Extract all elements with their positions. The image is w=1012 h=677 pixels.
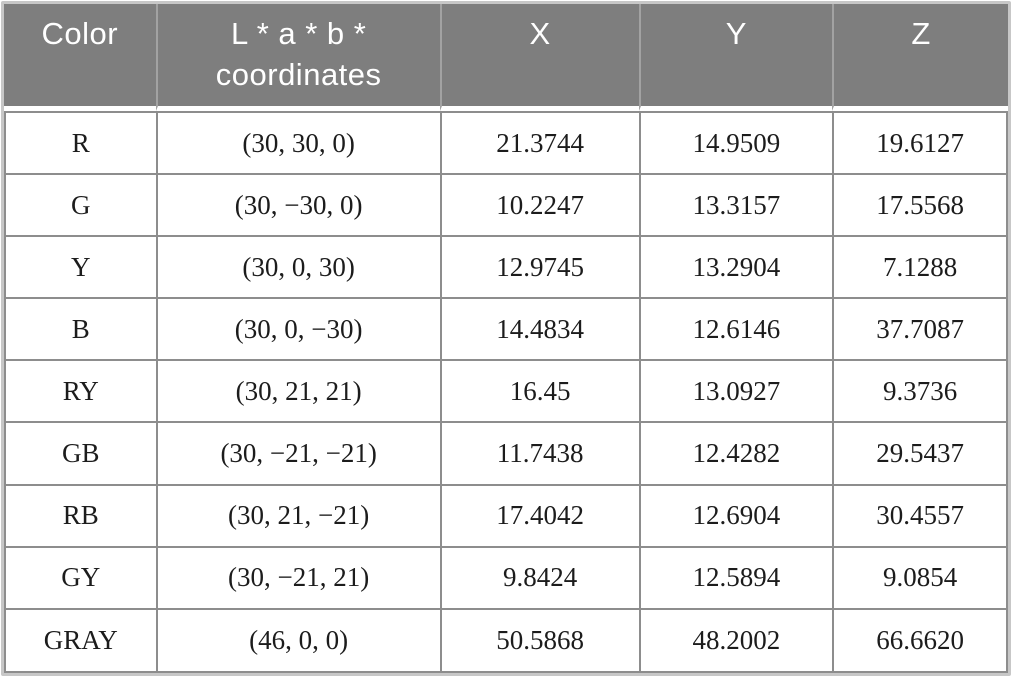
cell-lab-coordinates: (30, −21, 21) (155, 545, 440, 608)
cell-x: 16.45 (439, 359, 639, 422)
cell-color: RB (4, 483, 156, 546)
table-row: GB (30, −21, −21) 11.7438 12.4282 29.5437 (4, 421, 1008, 484)
cell-color: GB (4, 421, 156, 484)
table-row: B (30, 0, −30) 14.4834 12.6146 37.7087 (4, 297, 1008, 360)
cell-y: 12.6146 (638, 297, 833, 360)
cell-x: 17.4042 (439, 483, 639, 546)
cell-lab-coordinates: (30, 30, 0) (155, 111, 440, 174)
cell-z: 37.7087 (832, 297, 1008, 360)
cell-z: 17.5568 (832, 173, 1008, 236)
col-header-color: Color (4, 4, 156, 111)
cell-color: Y (4, 235, 156, 298)
col-header-x: X (439, 4, 639, 111)
cell-z: 7.1288 (832, 235, 1008, 298)
cell-x: 12.9745 (439, 235, 639, 298)
cell-color: G (4, 173, 156, 236)
cell-y: 13.3157 (638, 173, 833, 236)
cell-lab-coordinates: (30, 21, −21) (155, 483, 440, 546)
cell-z: 29.5437 (832, 421, 1008, 484)
cell-y: 14.9509 (638, 111, 833, 174)
table-row: R (30, 30, 0) 21.3744 14.9509 19.6127 (4, 111, 1008, 174)
cell-lab-coordinates: (30, 21, 21) (155, 359, 440, 422)
cell-z: 9.3736 (832, 359, 1008, 422)
header-row: Color L * a * b * coordinates X Y Z (4, 4, 1008, 111)
cell-color: RY (4, 359, 156, 422)
cell-x: 11.7438 (439, 421, 639, 484)
cell-color: B (4, 297, 156, 360)
cell-z: 30.4557 (832, 483, 1008, 546)
cell-lab-coordinates: (30, 0, −30) (155, 297, 440, 360)
table-row: G (30, −30, 0) 10.2247 13.3157 17.5568 (4, 173, 1008, 236)
table-row: RB (30, 21, −21) 17.4042 12.6904 30.4557 (4, 483, 1008, 546)
cell-y: 12.5894 (638, 545, 833, 608)
col-header-z: Z (832, 4, 1008, 111)
cell-lab-coordinates: (30, 0, 30) (155, 235, 440, 298)
cell-color: GY (4, 545, 156, 608)
col-header-lab-coordinates: L * a * b * coordinates (155, 4, 440, 111)
cell-color: GRAY (4, 607, 156, 673)
lab-xyz-table: Color L * a * b * coordinates X Y Z R (30… (4, 4, 1008, 673)
cell-y: 13.0927 (638, 359, 833, 422)
cell-z: 66.6620 (832, 607, 1008, 673)
cell-lab-coordinates: (46, 0, 0) (155, 607, 440, 673)
cell-x: 21.3744 (439, 111, 639, 174)
cell-y: 48.2002 (638, 607, 833, 673)
cell-y: 13.2904 (638, 235, 833, 298)
cell-color: R (4, 111, 156, 174)
table-row: RY (30, 21, 21) 16.45 13.0927 9.3736 (4, 359, 1008, 422)
col-header-y: Y (638, 4, 833, 111)
table-row: Y (30, 0, 30) 12.9745 13.2904 7.1288 (4, 235, 1008, 298)
cell-x: 10.2247 (439, 173, 639, 236)
cell-z: 19.6127 (832, 111, 1008, 174)
cell-z: 9.0854 (832, 545, 1008, 608)
table-body: R (30, 30, 0) 21.3744 14.9509 19.6127 G (30, −… (4, 111, 1008, 673)
cell-x: 9.8424 (439, 545, 639, 608)
table-row: GY (30, −21, 21) 9.8424 12.5894 9.0854 (4, 545, 1008, 608)
cell-y: 12.6904 (638, 483, 833, 546)
cell-x: 14.4834 (439, 297, 639, 360)
cell-x: 50.5868 (439, 607, 639, 673)
cell-lab-coordinates: (30, −30, 0) (155, 173, 440, 236)
cell-y: 12.4282 (638, 421, 833, 484)
table-row: GRAY (46, 0, 0) 50.5868 48.2002 66.6620 (4, 607, 1008, 673)
cell-lab-coordinates: (30, −21, −21) (155, 421, 440, 484)
